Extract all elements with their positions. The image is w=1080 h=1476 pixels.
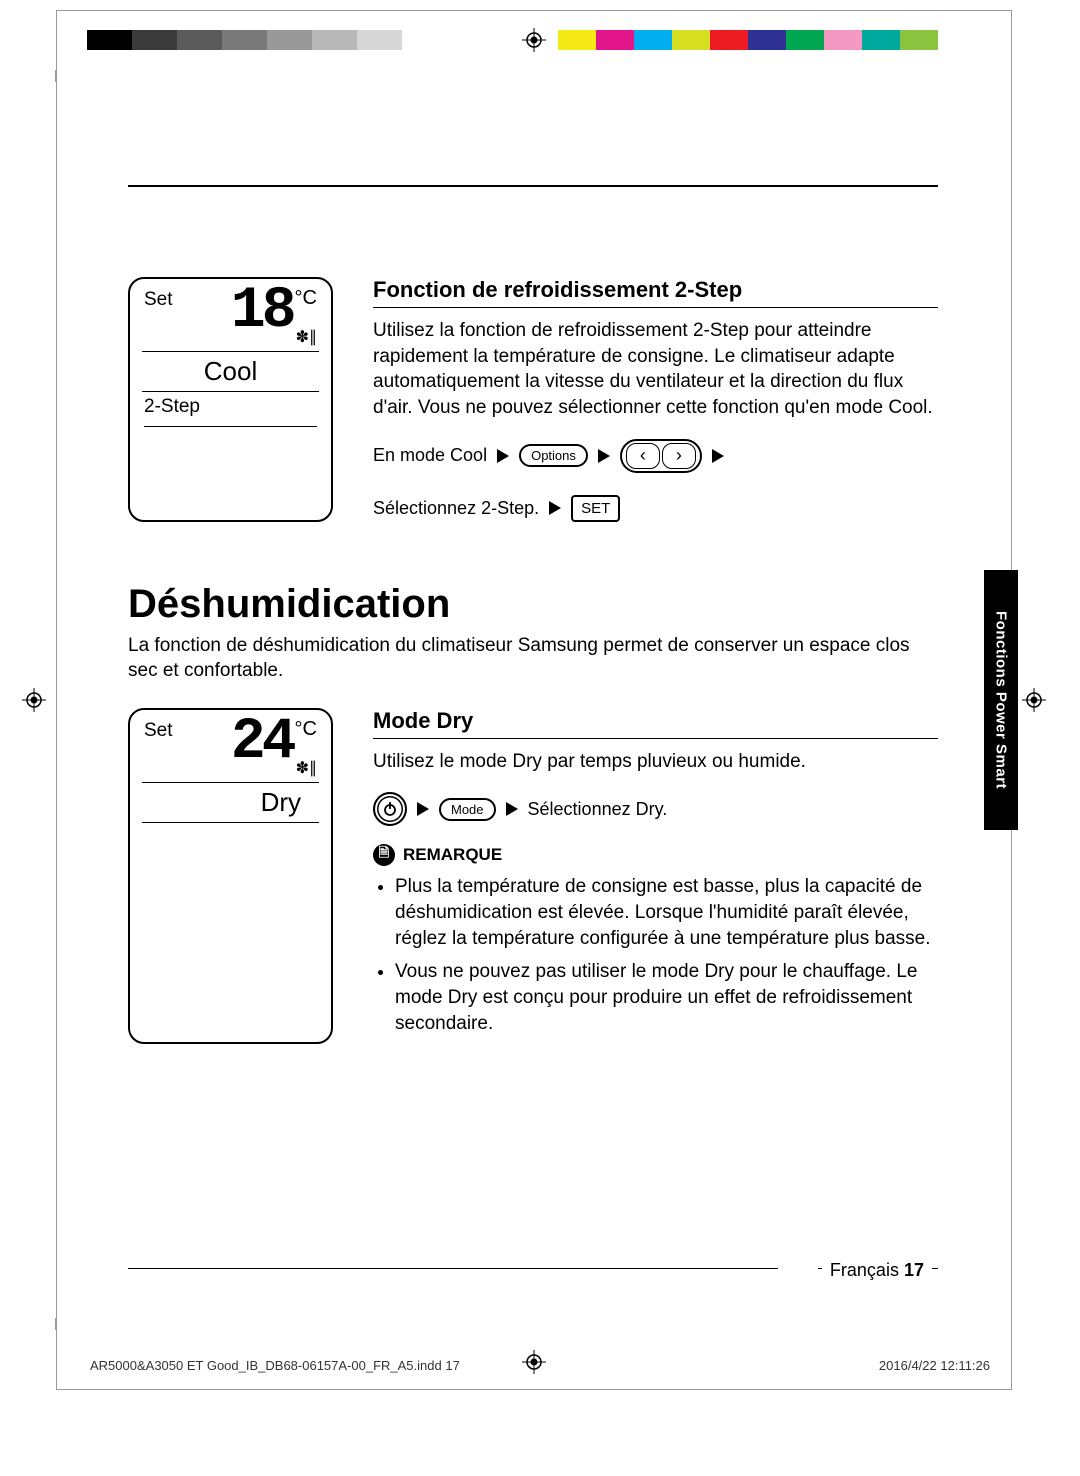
chevron-right-icon[interactable]: ›	[662, 443, 696, 469]
power-button[interactable]	[373, 792, 407, 826]
power-icon	[382, 801, 398, 817]
lcd-temp-value: 18	[231, 289, 293, 335]
registration-mark-icon	[22, 688, 46, 712]
crop-tick	[1011, 70, 1012, 82]
footer-rule	[128, 1268, 938, 1269]
lcd-set-label: Set	[144, 720, 173, 742]
note-item: Vous ne pouvez pas utiliser le mode Dry …	[395, 959, 938, 1036]
color-bar-color	[558, 30, 938, 50]
crop-tick	[1011, 1318, 1012, 1330]
arrow-icon	[549, 501, 561, 515]
lcd-temp-unit: °C	[295, 718, 317, 741]
seq-text: Sélectionnez Dry.	[528, 799, 668, 820]
notes-list: Plus la température de consigne est bass…	[373, 874, 938, 1036]
print-timestamp: 2016/4/22 12:11:26	[879, 1358, 990, 1373]
arrow-icon	[497, 449, 509, 463]
arrow-icon	[712, 449, 724, 463]
lcd-set-label: Set	[144, 289, 173, 311]
side-tab: Fonctions Power Smart	[984, 570, 1018, 830]
seq-text: Sélectionnez 2-Step.	[373, 498, 539, 519]
top-rule	[128, 185, 938, 187]
crop-tick	[55, 70, 56, 82]
arrow-icon	[417, 802, 429, 816]
print-footer: AR5000&A3050 ET Good_IB_DB68-06157A-00_F…	[90, 1358, 990, 1373]
note-label: REMARQUE	[403, 845, 502, 865]
lcd-temp-unit: °C	[295, 287, 317, 310]
left-right-button[interactable]: ‹ ›	[620, 439, 702, 473]
chevron-left-icon[interactable]: ‹	[626, 443, 660, 469]
note-icon: 🗎	[373, 844, 395, 866]
arrow-icon	[598, 449, 610, 463]
lead-text: La fonction de déshumidication du climat…	[128, 633, 938, 684]
lcd-sub: 2-Step	[144, 396, 317, 418]
registration-mark-icon	[1022, 688, 1046, 712]
lcd-temp-value: 24	[231, 720, 293, 766]
note-item: Plus la température de consigne est bass…	[395, 874, 938, 951]
seq-text: En mode Cool	[373, 445, 487, 466]
arrow-icon	[506, 802, 518, 816]
mode-button[interactable]: Mode	[439, 798, 496, 821]
registration-mark-icon	[522, 28, 546, 52]
set-button[interactable]: SET	[571, 495, 620, 522]
color-bar-grayscale	[87, 30, 447, 50]
section-heading: Fonction de refroidissement 2-Step	[373, 277, 938, 308]
footer-language: Français 17	[822, 1260, 932, 1281]
crop-tick	[55, 1318, 56, 1330]
section-body: Utilisez le mode Dry par temps pluvieux …	[373, 749, 938, 775]
section-heading: Mode Dry	[373, 708, 938, 739]
lcd-display-dry: Set 24 °C ✽∥ Dry	[128, 708, 333, 1044]
options-button[interactable]: Options	[519, 444, 588, 467]
lcd-mode: Dry	[144, 787, 317, 818]
lcd-mode: Cool	[144, 356, 317, 387]
page-title: Déshumidication	[128, 582, 938, 627]
print-file: AR5000&A3050 ET Good_IB_DB68-06157A-00_F…	[90, 1358, 460, 1373]
lcd-display-cool: Set 18 °C ✽∥ Cool 2-Step	[128, 277, 333, 522]
section-body: Utilisez la fonction de refroidissement …	[373, 318, 938, 421]
